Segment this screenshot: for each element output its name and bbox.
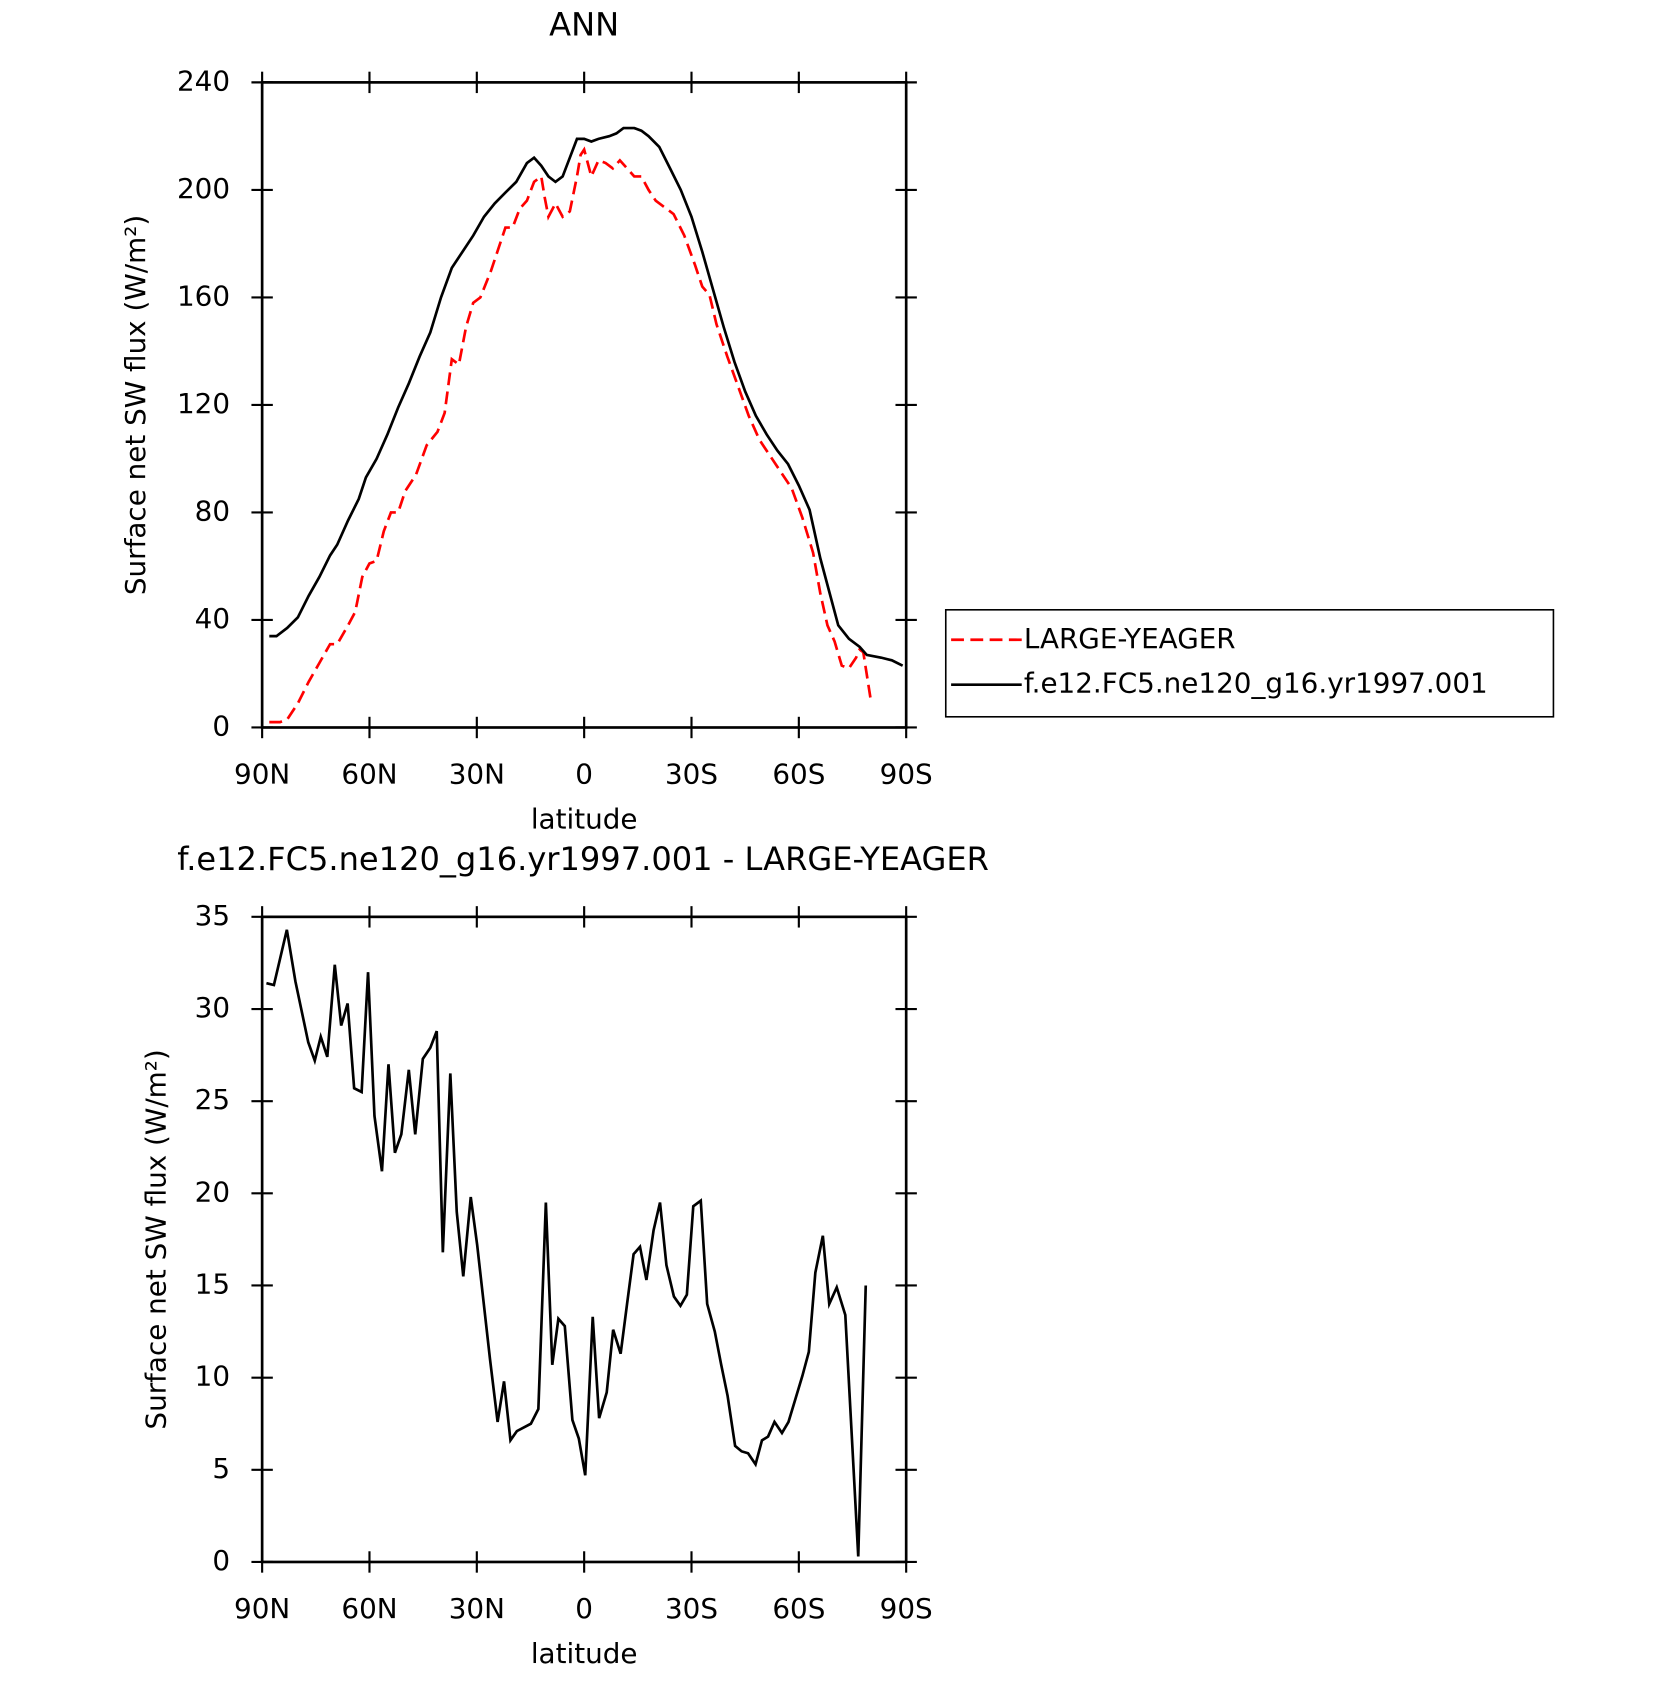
y-tick-label: 20: [195, 1175, 230, 1208]
legend-box: [944, 609, 1555, 718]
x-tick-label: 90S: [880, 1592, 933, 1625]
x-tick-label: 30N: [449, 758, 505, 791]
y-tick-label: 5: [212, 1452, 230, 1485]
y-tick-label: 80: [195, 494, 230, 527]
y-tick-label: 160: [177, 279, 230, 312]
x-axis-label: latitude: [531, 803, 638, 836]
y-tick-label: 0: [212, 709, 230, 742]
x-tick-label: 30N: [449, 1592, 505, 1625]
x-tick-label: 90N: [234, 1592, 290, 1625]
x-tick-label: 0: [575, 1592, 593, 1625]
x-tick-label: 30S: [665, 758, 718, 791]
x-tick-label: 90N: [234, 758, 290, 791]
legend-label: LARGE-YEAGER: [1024, 622, 1236, 655]
chart-title: ANN: [549, 6, 619, 44]
y-tick-label: 10: [195, 1360, 230, 1393]
x-axis-label: latitude: [531, 1637, 638, 1670]
x-tick-label: 90S: [880, 758, 933, 791]
series-line: [269, 146, 872, 724]
y-tick-label: 25: [195, 1083, 230, 1116]
legend-label: f.e12.FC5.ne120_g16.yr1997.001: [1024, 667, 1488, 700]
x-tick-label: 60N: [341, 758, 397, 791]
x-tick-label: 60S: [772, 1592, 825, 1625]
y-tick-label: 35: [195, 899, 230, 932]
y-tick-label: 0: [212, 1544, 230, 1577]
plot-frame: [260, 81, 908, 729]
x-tick-label: 30S: [665, 1592, 718, 1625]
chart-title: f.e12.FC5.ne120_g16.yr1997.001 - LARGE-Y…: [177, 840, 989, 878]
y-axis-label: Surface net SW flux (W/m²): [139, 1049, 172, 1429]
x-tick-label: 0: [575, 758, 593, 791]
series-line: [269, 126, 904, 667]
y-tick-label: 240: [177, 64, 230, 97]
y-tick-label: 15: [195, 1267, 230, 1300]
y-tick-label: 30: [195, 991, 230, 1024]
x-tick-label: 60S: [772, 758, 825, 791]
y-axis-label: Surface net SW flux (W/m²): [119, 215, 152, 595]
y-tick-label: 200: [177, 172, 230, 205]
y-tick-label: 120: [177, 387, 230, 420]
series-line: [266, 929, 868, 1557]
x-tick-label: 60N: [341, 1592, 397, 1625]
y-tick-label: 40: [195, 602, 230, 635]
